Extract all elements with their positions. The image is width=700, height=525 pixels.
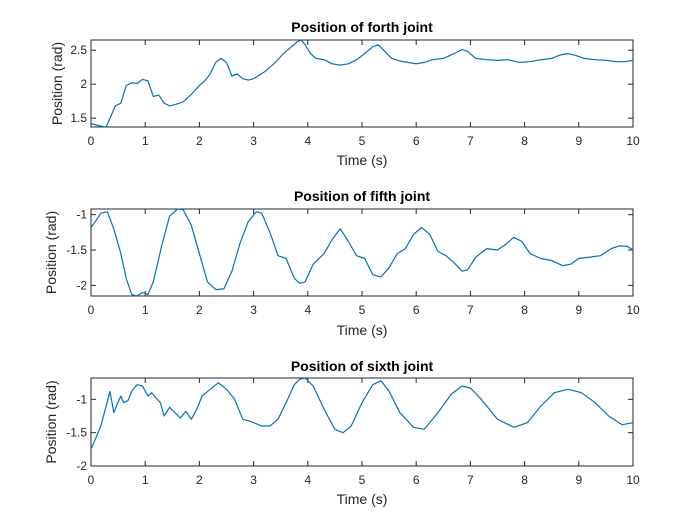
- x-tick-label: 4: [304, 303, 311, 317]
- x-tick-label: 3: [250, 303, 257, 317]
- x-axis-label: Time (s): [337, 491, 388, 507]
- axes-box: [90, 208, 634, 297]
- x-tick-label: 6: [413, 303, 420, 317]
- x-tick-label: 1: [142, 134, 149, 148]
- series-line: [90, 39, 634, 128]
- x-tick-label: 0: [88, 473, 95, 487]
- tick-group: 0 1 2 3 4 5 6 7 8 9 10 -2 -1.5 -1: [66, 378, 640, 487]
- x-tick-label: 1: [142, 473, 149, 487]
- x-tick-label: 10: [626, 134, 640, 148]
- x-axis-label: Time (s): [337, 152, 388, 168]
- axes-box: [90, 39, 634, 128]
- x-tick-label: 5: [359, 134, 366, 148]
- tick-group: 0 1 2 3 4 5 6 7 8 9 10 -2 -1.5 -1: [66, 208, 640, 317]
- subplot-fifth-joint: Position of fifth joint 0 1 2 3 4 5 6 7 8 9 10 -2 -1…: [43, 188, 640, 338]
- chart-title: Position of fifth joint: [294, 188, 430, 204]
- x-tick-label: 4: [304, 134, 311, 148]
- x-tick-label: 9: [575, 303, 582, 317]
- y-axis-label: Position (rad): [43, 380, 59, 463]
- x-tick-label: 5: [359, 473, 366, 487]
- y-tick-label: 2: [80, 77, 87, 91]
- x-tick-label: 9: [575, 134, 582, 148]
- y-tick-label: -1: [76, 392, 87, 406]
- x-tick-label: 8: [521, 134, 528, 148]
- x-tick-label: 7: [467, 473, 474, 487]
- x-tick-label: 4: [304, 473, 311, 487]
- series-line: [90, 208, 634, 297]
- x-tick-label: 3: [250, 473, 257, 487]
- x-tick-label: 9: [575, 473, 582, 487]
- x-tick-label: 3: [250, 134, 257, 148]
- y-tick-label: -1.5: [66, 426, 87, 440]
- y-tick-label: 2.5: [70, 43, 87, 57]
- chart-title: Position of sixth joint: [291, 358, 434, 374]
- subplot-sixth-joint: Position of sixth joint 0 1 2 3 4 5 6 7 8 9 10 -2 -1…: [43, 358, 640, 507]
- x-tick-label: 7: [467, 303, 474, 317]
- x-tick-label: 10: [626, 303, 640, 317]
- y-axis-label: Position (rad): [43, 211, 59, 294]
- y-tick-label: -1.5: [66, 243, 87, 257]
- x-tick-label: 8: [521, 303, 528, 317]
- y-tick-label: -2: [76, 459, 87, 473]
- y-tick-label: -2: [76, 278, 87, 292]
- x-tick-label: 1: [142, 303, 149, 317]
- axes-box: [90, 377, 634, 467]
- chart-title: Position of forth joint: [291, 19, 433, 35]
- y-axis-label: Position (rad): [49, 42, 65, 125]
- x-tick-label: 5: [359, 303, 366, 317]
- y-tick-label: 1.5: [70, 111, 87, 125]
- x-tick-label: 6: [413, 473, 420, 487]
- x-tick-label: 2: [196, 473, 203, 487]
- x-tick-label: 10: [626, 473, 640, 487]
- x-axis-label: Time (s): [337, 322, 388, 338]
- x-tick-label: 2: [196, 303, 203, 317]
- x-tick-label: 2: [196, 134, 203, 148]
- tick-group: 0 1 2 3 4 5 6 7 8 9 10 1.5 2 2.5: [70, 40, 640, 148]
- series-line: [90, 377, 634, 450]
- subplot-forth-joint: Position of forth joint 0 1 2 3 4 5 6 7 8 9 10 1.5 2…: [49, 19, 640, 168]
- x-tick-label: 8: [521, 473, 528, 487]
- x-tick-label: 0: [88, 303, 95, 317]
- x-tick-label: 0: [88, 134, 95, 148]
- x-tick-label: 7: [467, 134, 474, 148]
- x-tick-label: 6: [413, 134, 420, 148]
- y-tick-label: -1: [76, 208, 87, 222]
